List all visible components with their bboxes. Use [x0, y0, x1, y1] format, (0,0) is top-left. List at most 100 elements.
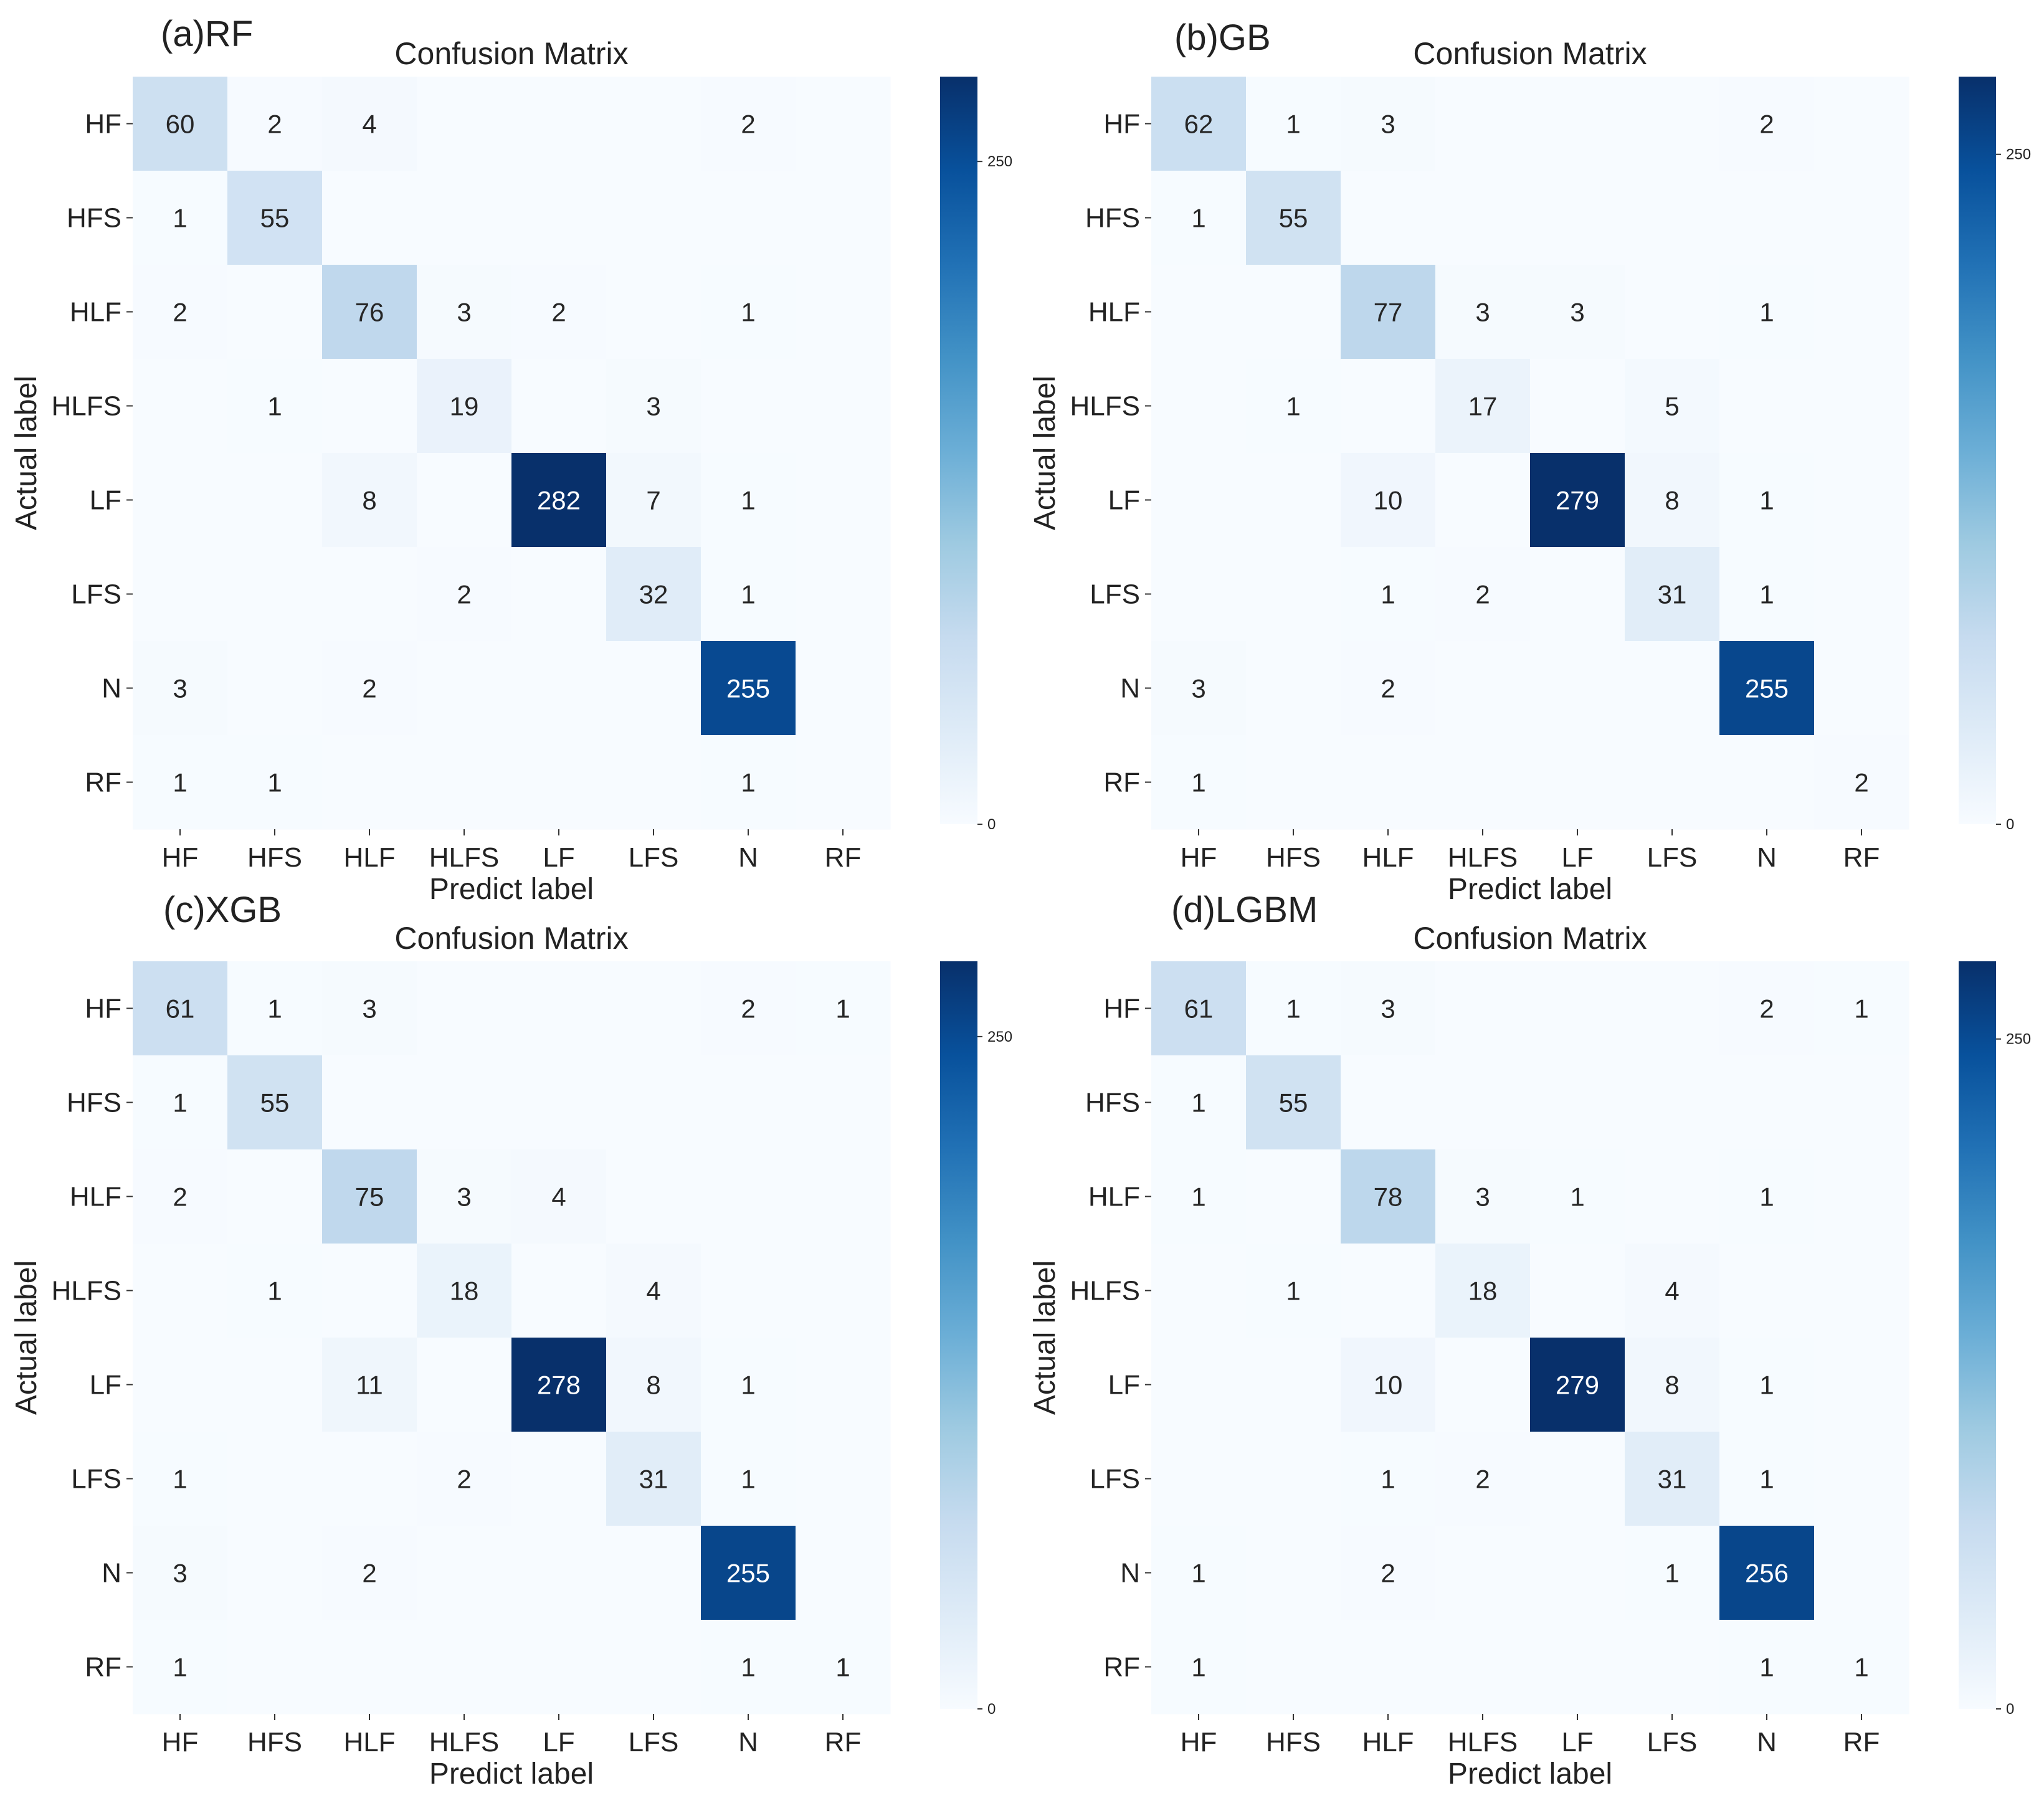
y-tick-label: LF [90, 1370, 121, 1401]
colorbar [940, 961, 977, 1709]
y-tick-label: LF [1108, 1370, 1140, 1401]
heatmap-cell [606, 547, 701, 642]
y-tick-label: HFS [1085, 1088, 1140, 1118]
heatmap-cell [1151, 1432, 1247, 1526]
heatmap-cell [511, 1620, 607, 1715]
cell-value-label: 256 [1745, 1559, 1789, 1588]
y-axis-label: Actual label [10, 376, 43, 530]
heatmap-cell [1814, 1432, 1909, 1526]
cell-value-label: 2 [741, 110, 755, 139]
heatmap-cell [322, 1149, 417, 1244]
x-tick-label: HLF [343, 1727, 395, 1757]
heatmap-cell [1814, 171, 1909, 265]
cell-value-label: 3 [1191, 674, 1205, 703]
y-tick-label: HF [85, 109, 121, 140]
heatmap-cell [606, 1338, 701, 1432]
heatmap-cell [1341, 1620, 1436, 1715]
heatmap-cell [227, 1244, 323, 1338]
panel-label: (b)GB [1174, 17, 1271, 58]
panel-label: (d)LGBM [1171, 890, 1318, 930]
heatmap-cell [1246, 1620, 1341, 1715]
y-tick-label: HLF [70, 1182, 121, 1212]
heatmap-cell [606, 961, 701, 1056]
cell-value-label: 61 [166, 994, 195, 1024]
y-tick-label: HFS [67, 1088, 121, 1118]
heatmap-cell [1530, 1055, 1625, 1150]
heatmap-cell [1625, 547, 1720, 642]
heatmap-cell [1814, 547, 1909, 642]
cell-value-label: 8 [1665, 486, 1679, 515]
heatmap-cell [701, 641, 796, 736]
cell-value-label: 2 [1759, 110, 1774, 139]
heatmap-cell [1341, 961, 1436, 1056]
cell-value-label: 1 [173, 1653, 187, 1682]
cell-value-label: 4 [362, 110, 376, 139]
heatmap-cell [1435, 1432, 1531, 1526]
y-tick-label: HLF [1088, 297, 1140, 328]
heatmap-cell [1625, 1620, 1720, 1715]
y-tick-label: LF [1108, 485, 1140, 516]
cell-value-label: 1 [835, 994, 850, 1024]
cell-value-label: 1 [173, 1465, 187, 1494]
cell-value-label: 76 [355, 298, 384, 327]
heatmap-cell [227, 1620, 323, 1715]
cell-value-label: 2 [1381, 674, 1395, 703]
cell-value-label: 1 [1286, 392, 1300, 421]
heatmap-cell [417, 1620, 512, 1715]
y-tick-label: LFS [71, 579, 121, 610]
heatmap-cell [1435, 1526, 1531, 1620]
cell-value-label: 2 [1475, 1465, 1490, 1494]
heatmap-cell [322, 1526, 417, 1620]
heatmap-cell [1246, 77, 1341, 171]
x-axis-label: Predict label [429, 873, 594, 906]
heatmap-cell [796, 171, 891, 265]
x-tick-label: HLF [1362, 1727, 1414, 1757]
heatmap-cell [1530, 547, 1625, 642]
cell-value-label: 18 [1468, 1277, 1498, 1306]
heatmap-cell [606, 1526, 701, 1620]
heatmap-cell [1719, 1338, 1815, 1432]
cell-value-label: 2 [741, 994, 755, 1024]
heatmap-cell [322, 1432, 417, 1526]
cell-value-label: 1 [741, 1371, 755, 1400]
heatmap-cell [1435, 1620, 1531, 1715]
y-tick-label: RF [1103, 1652, 1140, 1683]
heatmap-cell [322, 171, 417, 265]
x-tick-label: LF [1561, 842, 1593, 873]
cell-value-label: 1 [1191, 1653, 1205, 1682]
cell-value-label: 1 [1286, 1277, 1300, 1306]
cell-value-label: 3 [173, 1559, 187, 1588]
cell-value-label: 8 [646, 1371, 660, 1400]
cell-value-label: 255 [726, 1559, 770, 1588]
heatmap-cell [1246, 265, 1341, 359]
heatmap-cell [227, 171, 323, 265]
heatmap-cell [606, 735, 701, 830]
heatmap-cell [1814, 1526, 1909, 1620]
cell-value-label: 2 [457, 1465, 471, 1494]
cell-value-label: 279 [1556, 486, 1599, 515]
cell-value-label: 31 [639, 1465, 668, 1494]
heatmap-cell [1246, 1526, 1341, 1620]
y-tick-label: N [102, 673, 121, 704]
heatmap-cell [1530, 641, 1625, 736]
heatmap-cell [1719, 77, 1815, 171]
heatmap-cell [1530, 453, 1625, 548]
heatmap-cell [796, 453, 891, 548]
heatmap-cell [417, 359, 512, 454]
cell-value-label: 55 [1279, 1088, 1308, 1118]
heatmap-cell [606, 453, 701, 548]
heatmap-cell [133, 1244, 228, 1338]
heatmap-cell [133, 171, 228, 265]
heatmap-cell [1530, 1338, 1625, 1432]
heatmap-cell [1530, 1620, 1625, 1715]
cell-value-label: 1 [267, 1277, 282, 1306]
cell-value-label: 2 [173, 298, 187, 327]
heatmap-cell [417, 641, 512, 736]
y-tick-label: HF [1103, 109, 1140, 140]
heatmap-cell [1151, 453, 1247, 548]
heatmap-cell [511, 171, 607, 265]
heatmap-cell [227, 1526, 323, 1620]
heatmap-cell [701, 359, 796, 454]
heatmap-cell [322, 961, 417, 1056]
heatmap-cell [1341, 735, 1436, 830]
